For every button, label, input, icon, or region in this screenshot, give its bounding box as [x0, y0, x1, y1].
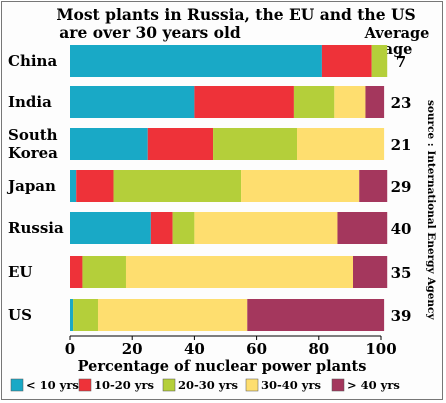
- bar-india-10-20-yrs: [194, 86, 294, 118]
- legend-label-40-yrs: > 40 yrs: [347, 378, 400, 392]
- bar-russia-20-30-yrs: [172, 212, 195, 244]
- bar-india-30-40-yrs: [334, 86, 366, 118]
- bar-south-korea-30-40-yrs: [297, 128, 385, 160]
- bar-us-10-yrs: [70, 299, 74, 331]
- bar-eu-20-30-yrs: [82, 256, 126, 288]
- average-age-values: 7 23 21 29 40 35 39: [391, 53, 412, 325]
- average-age-header-line-2: age: [384, 41, 413, 58]
- bar-china-20-30-yrs: [371, 45, 388, 77]
- bar-russia-30-40-yrs: [194, 212, 338, 244]
- bar-russia-40-yrs: [337, 212, 388, 244]
- average-age-china: 7: [396, 53, 406, 71]
- chart-title-line-2: are over 30 years old: [59, 23, 241, 42]
- legend-swatch-10-20-yrs: [78, 378, 92, 392]
- category-label-india: India: [8, 93, 52, 111]
- legend-swatch-10-yrs: [10, 378, 24, 392]
- category-label-china: China: [8, 52, 57, 70]
- bar-china-10-yrs: [70, 45, 322, 77]
- bar-india-10-yrs: [70, 86, 195, 118]
- bar-eu-40-yrs: [353, 256, 388, 288]
- bar-eu-10-20-yrs: [70, 256, 83, 288]
- legend-label-10-yrs: < 10 yrs: [26, 378, 79, 392]
- x-tick-label-60: 60: [246, 340, 267, 358]
- x-tick-label-0: 0: [65, 340, 75, 358]
- legend: < 10 yrs 10-20 yrs 20-30 yrs 30-40 yrs > 40 …: [10, 378, 400, 392]
- legend-label-30-40-yrs: 30-40 yrs: [261, 378, 321, 392]
- bar-south-korea-20-30-yrs: [213, 128, 298, 160]
- x-tick-label-20: 20: [122, 340, 143, 358]
- bar-india-20-30-yrs: [293, 86, 335, 118]
- legend-label-10-20-yrs: 10-20 yrs: [94, 378, 154, 392]
- average-age-eu: 35: [391, 264, 412, 282]
- bar-japan-40-yrs: [359, 170, 388, 202]
- bar-china-10-20-yrs: [321, 45, 372, 77]
- bar-japan-20-30-yrs: [113, 170, 242, 202]
- bar-south-korea-10-yrs: [70, 128, 148, 160]
- x-axis-ticks: 0 20 40 60 80 100: [65, 335, 397, 358]
- source-note: source : International Energy Agency: [425, 100, 437, 320]
- bar-japan-10-yrs: [70, 170, 77, 202]
- x-tick-label-40: 40: [184, 340, 205, 358]
- bar-russia-10-20-yrs: [150, 212, 173, 244]
- category-label-japan: Japan: [6, 177, 56, 195]
- bars-group: [70, 45, 388, 331]
- average-age-south-korea: 21: [391, 136, 412, 154]
- bar-south-korea-10-20-yrs: [147, 128, 214, 160]
- category-label-south-korea-line-2: Korea: [8, 144, 58, 162]
- average-age-header-line-1: Average: [364, 25, 430, 42]
- x-tick-label-100: 100: [365, 340, 396, 358]
- bar-eu-30-40-yrs: [125, 256, 354, 288]
- category-label-eu: EU: [8, 263, 33, 281]
- bar-us-30-40-yrs: [97, 299, 248, 331]
- average-age-russia: 40: [391, 220, 412, 238]
- bar-india-40-yrs: [365, 86, 385, 118]
- legend-label-20-30-yrs: 20-30 yrs: [178, 378, 238, 392]
- legend-swatch-20-30-yrs: [162, 378, 176, 392]
- x-axis-label: Percentage of nuclear power plants: [78, 358, 367, 375]
- bar-japan-10-20-yrs: [76, 170, 114, 202]
- chart-title-line-1: Most plants in Russia, the EU and the US: [56, 5, 415, 24]
- legend-swatch-30-40-yrs: [245, 378, 259, 392]
- bar-us-20-30-yrs: [73, 299, 98, 331]
- category-label-russia: Russia: [8, 219, 64, 237]
- legend-swatch-40-yrs: [331, 378, 345, 392]
- average-age-india: 23: [391, 94, 412, 112]
- bar-japan-30-40-yrs: [241, 170, 360, 202]
- x-tick-label-80: 80: [308, 340, 329, 358]
- average-age-japan: 29: [391, 178, 412, 196]
- average-age-us: 39: [391, 307, 412, 325]
- bar-us-40-yrs: [247, 299, 385, 331]
- category-label-south-korea-line-1: South: [8, 126, 58, 144]
- category-label-us: US: [8, 306, 32, 324]
- bar-russia-10-yrs: [70, 212, 151, 244]
